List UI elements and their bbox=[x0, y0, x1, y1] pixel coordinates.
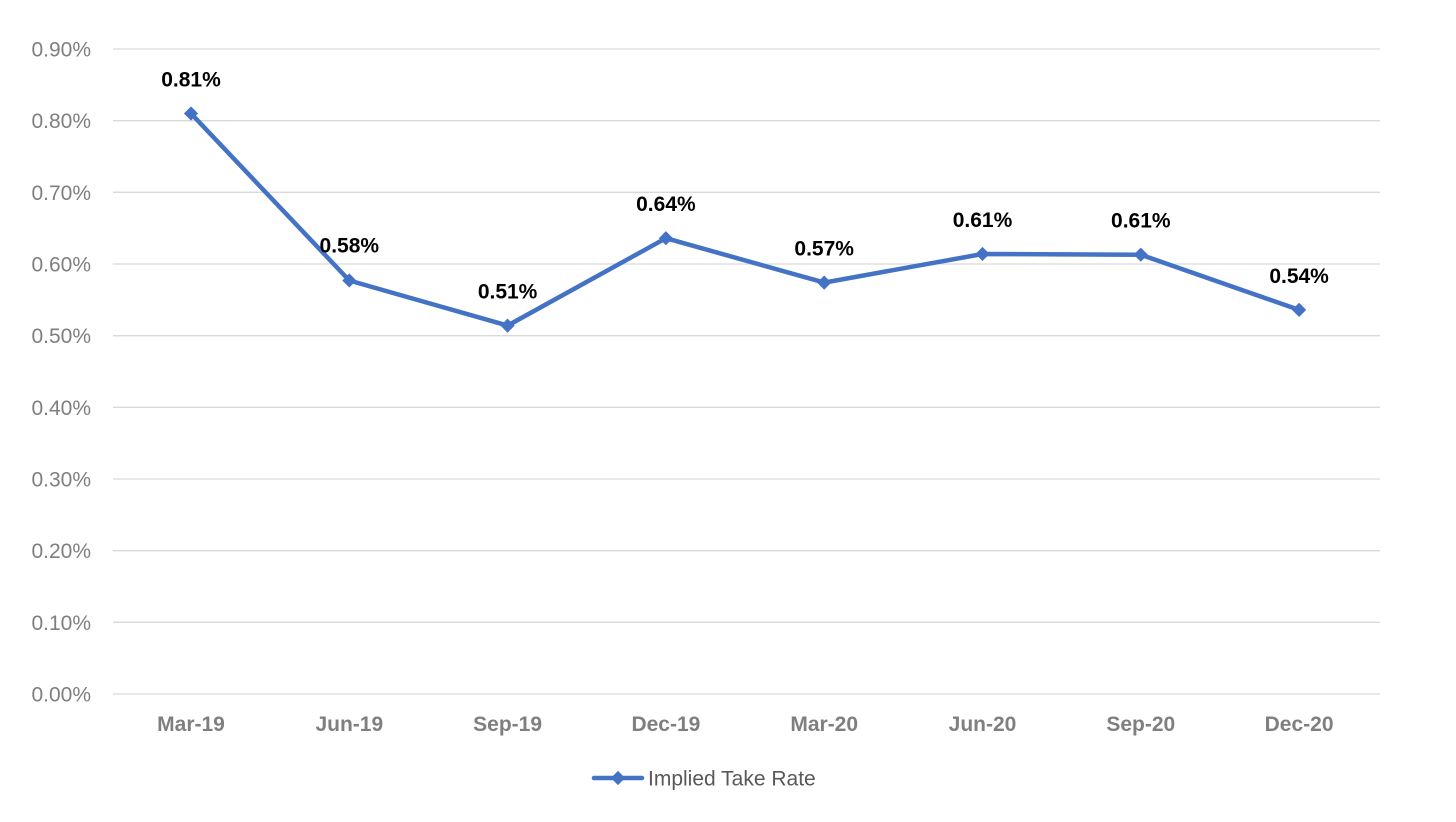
y-tick-label: 0.50% bbox=[31, 325, 91, 348]
x-tick-label: Sep-19 bbox=[473, 713, 542, 736]
gridlines bbox=[113, 48, 1380, 695]
y-tick-label: 0.70% bbox=[31, 182, 91, 205]
data-point-marker bbox=[342, 273, 357, 288]
y-tick-label: 0.60% bbox=[31, 254, 91, 277]
data-labels: 0.81% 0.58% 0.51% 0.64% 0.57% 0.61% 0.61% 0.54% bbox=[161, 69, 1329, 304]
series-implied-take-rate bbox=[183, 106, 1307, 333]
x-tick-label: Dec-19 bbox=[631, 713, 700, 736]
y-tick-label: 0.90% bbox=[31, 39, 91, 62]
x-tick-label: Jun-20 bbox=[949, 713, 1017, 736]
data-label: 0.58% bbox=[320, 234, 380, 257]
y-tick-label: 0.40% bbox=[31, 397, 91, 420]
legend-label: Implied Take Rate bbox=[648, 768, 816, 791]
data-label: 0.54% bbox=[1269, 265, 1329, 288]
data-point-marker bbox=[975, 246, 990, 262]
x-tick-label: Mar-19 bbox=[157, 713, 225, 736]
data-label: 0.61% bbox=[1111, 210, 1171, 233]
legend-diamond-marker bbox=[610, 770, 626, 786]
data-point-marker bbox=[817, 275, 832, 290]
data-label: 0.81% bbox=[161, 69, 221, 92]
data-point-marker bbox=[500, 318, 515, 333]
data-label: 0.51% bbox=[478, 281, 538, 304]
x-tick-label: Sep-20 bbox=[1106, 713, 1175, 736]
series-line bbox=[188, 111, 1302, 328]
data-label: 0.64% bbox=[636, 193, 696, 216]
x-tick-label: Mar-20 bbox=[790, 713, 858, 736]
legend[interactable]: Implied Take Rate bbox=[591, 768, 816, 791]
x-tick-label: Jun-19 bbox=[315, 713, 383, 736]
x-tick-label: Dec-20 bbox=[1265, 713, 1334, 736]
data-label: 0.57% bbox=[794, 238, 854, 261]
y-tick-label: 0.20% bbox=[31, 540, 91, 563]
y-tick-label: 0.10% bbox=[31, 612, 91, 635]
y-tick-label: 0.00% bbox=[31, 684, 91, 707]
data-point-marker bbox=[1133, 247, 1148, 262]
data-point-marker bbox=[1292, 302, 1307, 317]
y-tick-label: 0.30% bbox=[31, 469, 91, 492]
data-label: 0.61% bbox=[953, 209, 1013, 232]
y-tick-label: 0.80% bbox=[31, 110, 91, 133]
data-point-marker bbox=[658, 231, 673, 246]
y-axis-tick-labels: 0.00% 0.10% 0.20% 0.30% 0.40% 0.50% 0.60% 0.70%… bbox=[31, 39, 91, 707]
x-axis-tick-labels: Mar-19 Jun-19 Sep-19 Dec-19 Mar-20 Jun-20 Sep-… bbox=[157, 713, 1333, 736]
